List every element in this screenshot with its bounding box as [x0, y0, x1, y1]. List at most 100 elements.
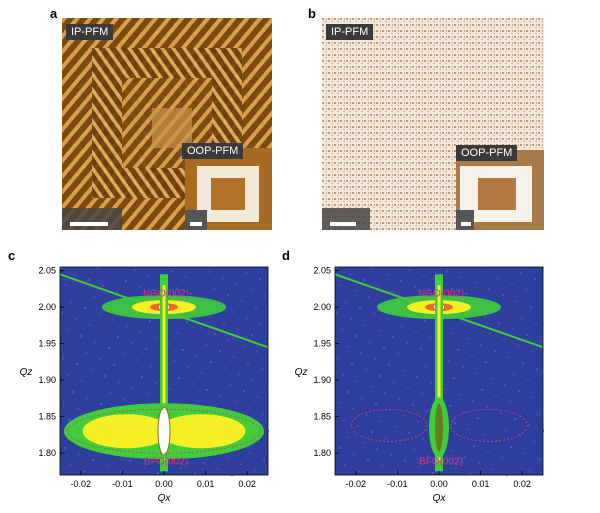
rsm-noise-speck	[233, 356, 235, 358]
rsm-noise-speck	[89, 324, 91, 326]
x-tick-label: -0.01	[112, 479, 133, 489]
rsm-noise-speck	[131, 342, 133, 344]
rsm-noise-speck	[145, 348, 147, 350]
rsm-noise-speck	[228, 339, 230, 341]
rsm-noise-speck	[448, 360, 450, 362]
rsm-noise-speck	[509, 401, 511, 403]
rsm-noise-speck	[157, 472, 159, 474]
panel-a-oop-inset	[185, 148, 272, 230]
rsm-noise-speck	[92, 459, 94, 461]
rsm-noise-speck	[404, 460, 406, 462]
rsm-noise-speck	[468, 428, 470, 430]
rsm-noise-speck	[538, 458, 540, 460]
rsm-noise-speck	[503, 339, 505, 341]
rsm-noise-speck	[398, 398, 400, 400]
rsm-noise-speck	[423, 275, 425, 277]
rsm-noise-speck	[136, 359, 138, 361]
rsm-noise-speck	[373, 313, 375, 315]
rsm-noise-speck	[236, 283, 238, 285]
bfo-lobe-left	[82, 414, 171, 449]
rsm-noise-speck	[476, 372, 478, 374]
rsm-noise-speck	[363, 279, 365, 281]
rsm-noise-speck	[425, 365, 427, 367]
rsm-noise-speck	[432, 472, 434, 474]
rsm-noise-speck	[186, 321, 188, 323]
rsm-noise-speck	[178, 377, 180, 379]
rsm-noise-speck	[222, 277, 224, 279]
rsm-noise-speck	[519, 435, 521, 437]
rsm-noise-speck	[118, 381, 120, 383]
truncation-rod-core	[437, 285, 441, 461]
rsm-noise-speck	[366, 414, 368, 416]
rsm-noise-speck	[378, 330, 380, 332]
rsm-noise-speck	[185, 276, 187, 278]
rsm-noise-speck	[205, 344, 207, 346]
rsm-noise-speck	[393, 381, 395, 383]
rsm-noise-speck	[477, 417, 479, 419]
rsm-noise-speck	[500, 412, 502, 414]
rsm-noise-speck	[454, 422, 456, 424]
y-tick-label: 1.90	[313, 375, 331, 385]
x-tick-label: 0.02	[513, 479, 531, 489]
rsm-noise-speck	[372, 268, 374, 270]
rsm-noise-speck	[494, 350, 496, 352]
rsm-noise-speck	[153, 292, 155, 294]
rsm-noise-speck	[401, 325, 403, 327]
rsm-noise-speck	[473, 445, 475, 447]
rsm-noise-speck	[262, 413, 264, 415]
rsm-noise-speck	[357, 425, 359, 427]
rsm-noise-speck	[208, 271, 210, 273]
rsm-noise-speck	[354, 290, 356, 292]
rsm-noise-speck	[263, 458, 265, 460]
truncation-rod-core	[162, 285, 166, 461]
rsm-noise-speck	[69, 464, 71, 466]
rsm-noise-speck	[106, 465, 108, 467]
rsm-noise-speck	[383, 347, 385, 349]
rsm-noise-speck	[412, 404, 414, 406]
rsm-noise-speck	[243, 390, 245, 392]
rsm-noise-speck	[465, 293, 467, 295]
rsm-noise-speck	[247, 362, 249, 364]
rsm-noise-speck	[534, 278, 536, 280]
rsm-noise-speck	[429, 337, 431, 339]
rsm-noise-speck	[234, 401, 236, 403]
x-tick-label: 0.01	[197, 479, 215, 489]
rsm-noise-speck	[409, 269, 411, 271]
rsm-noise-speck	[492, 468, 494, 470]
rsm-noise-speck	[149, 320, 151, 322]
rsm-noise-speck	[254, 469, 256, 471]
rsm-noise-speck	[391, 291, 393, 293]
rsm-noise-speck	[343, 419, 345, 421]
rsm-noise-speck	[511, 283, 513, 285]
rsm-noise-speck	[127, 370, 129, 372]
rsm-noise-speck	[453, 377, 455, 379]
rsm-noise-speck	[508, 356, 510, 358]
panel-a-ip-pfm-label: IP-PFM	[66, 24, 114, 40]
y-tick-label: 2.05	[38, 266, 56, 276]
rsm-noise-speck	[63, 402, 65, 404]
rsm-noise-speck	[226, 457, 228, 459]
rsm-chart-c: NGO(002) BFO(002) -0.02 -0.01 0.00 0.01 0.02 1.…	[20, 266, 269, 504]
x-tick-label: 0.01	[472, 479, 490, 489]
rsm-noise-speck	[464, 456, 466, 458]
rsm-noise-speck	[452, 332, 454, 334]
rsm-noise-speck	[489, 333, 491, 335]
rsm-noise-speck	[497, 277, 499, 279]
y-tick-label: 2.00	[38, 302, 56, 312]
rsm-noise-speck	[532, 396, 534, 398]
rsm-noise-speck	[478, 462, 480, 464]
rsm-noise-speck	[512, 328, 514, 330]
rsm-noise-speck	[146, 393, 148, 395]
rsm-noise-speck	[169, 388, 171, 390]
peak-label-bfo: BFO(002)	[419, 456, 463, 467]
rsm-noise-speck	[471, 355, 473, 357]
rsm-noise-speck	[94, 341, 96, 343]
rsm-noise-speck	[392, 336, 394, 338]
rsm-noise-speck	[348, 436, 350, 438]
rsm-noise-speck	[338, 402, 340, 404]
rsm-noise-speck	[341, 329, 343, 331]
rsm-noise-speck	[430, 382, 432, 384]
rsm-noise-speck	[97, 268, 99, 270]
rsm-noise-speck	[217, 468, 219, 470]
rsm-noise-speck	[224, 367, 226, 369]
